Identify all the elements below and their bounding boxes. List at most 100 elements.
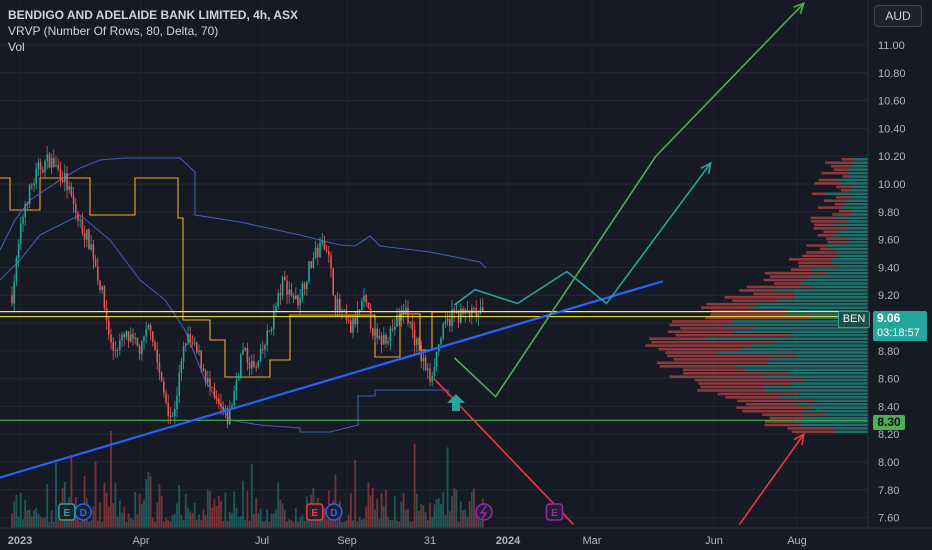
profile-bar-sell bbox=[840, 189, 851, 192]
volume-bar bbox=[151, 517, 154, 528]
volume-bar bbox=[473, 488, 475, 528]
profile-bar-sell bbox=[810, 216, 835, 220]
volume-bar bbox=[420, 504, 423, 528]
profile-bar-sell bbox=[717, 392, 800, 396]
volume-bar bbox=[433, 504, 436, 528]
candle-body bbox=[101, 286, 103, 290]
profile-bar-sell bbox=[764, 420, 794, 423]
profile-bar-sell bbox=[737, 399, 817, 403]
profile-bar-sell bbox=[732, 299, 779, 303]
volume-bar bbox=[182, 520, 185, 528]
profile-bar-buy bbox=[834, 216, 868, 220]
profile-bar-buy bbox=[732, 330, 868, 334]
profile-bar-buy bbox=[842, 206, 868, 209]
profile-bar-buy bbox=[789, 371, 868, 375]
volume-bar bbox=[341, 521, 343, 528]
volume-bar bbox=[444, 515, 447, 528]
volume-bar bbox=[72, 514, 75, 528]
indicator-label[interactable]: VRVP (Number Of Rows, 80, Delta, 70) bbox=[8, 24, 219, 38]
profile-bar-sell bbox=[701, 306, 751, 309]
profile-bar-buy bbox=[806, 278, 868, 282]
candle-body bbox=[380, 335, 383, 345]
profile-bar-sell bbox=[736, 406, 813, 409]
candle-body bbox=[244, 347, 246, 351]
profile-bar-buy bbox=[848, 227, 868, 230]
volume-bar bbox=[468, 501, 471, 528]
profile-bar-buy bbox=[763, 385, 868, 389]
profile-bar-buy bbox=[763, 375, 868, 378]
price-tick-label: 10.60 bbox=[878, 96, 906, 108]
profile-bar-sell bbox=[825, 161, 853, 165]
volume-bar bbox=[101, 521, 104, 528]
profile-bar-sell bbox=[667, 354, 797, 358]
volume-bar bbox=[264, 520, 266, 528]
profile-bar-buy bbox=[849, 168, 868, 171]
price-tick-label: 8.80 bbox=[878, 346, 899, 358]
candle-body bbox=[466, 309, 469, 313]
candle-body bbox=[242, 350, 244, 355]
profile-bar-sell bbox=[770, 275, 812, 278]
candle-body bbox=[200, 350, 202, 369]
profile-bar-sell bbox=[806, 251, 839, 254]
candle-body bbox=[156, 349, 158, 363]
candle-body bbox=[83, 233, 86, 240]
candle-body bbox=[460, 308, 462, 323]
volume-bar bbox=[211, 507, 214, 528]
volume-bar bbox=[19, 493, 22, 528]
candle-body bbox=[475, 308, 477, 318]
profile-bar-sell bbox=[832, 213, 852, 216]
volume-bar bbox=[217, 496, 220, 528]
profile-bar-buy bbox=[740, 347, 868, 351]
candle-body bbox=[444, 321, 447, 324]
earnings-marker bbox=[545, 503, 564, 521]
profile-bar-buy bbox=[811, 268, 868, 271]
volume-bar bbox=[200, 520, 203, 528]
dividend-marker bbox=[325, 503, 343, 521]
profile-bar-buy bbox=[845, 199, 868, 202]
candle-body bbox=[39, 162, 42, 171]
candle-body bbox=[42, 170, 44, 173]
volume-bar bbox=[272, 513, 275, 528]
profile-bar-buy bbox=[805, 378, 868, 382]
candle-body bbox=[169, 415, 172, 417]
profile-bar-sell bbox=[673, 358, 770, 361]
candle-body bbox=[110, 334, 112, 343]
candle-body bbox=[160, 372, 163, 382]
candle-body bbox=[391, 328, 394, 330]
candle-body bbox=[339, 298, 341, 311]
volume-bar bbox=[215, 505, 218, 528]
profile-bar-sell bbox=[739, 289, 775, 292]
candle-body bbox=[369, 307, 372, 329]
candle-body bbox=[321, 240, 323, 243]
profile-bar-buy bbox=[831, 258, 868, 261]
volume-bar bbox=[464, 509, 467, 528]
volume-bar bbox=[224, 492, 227, 528]
profile-bar-buy bbox=[839, 230, 868, 234]
volume-bar bbox=[396, 520, 398, 528]
candle-body bbox=[11, 295, 13, 304]
candle-body bbox=[482, 307, 484, 312]
volume-bar bbox=[46, 483, 49, 528]
profile-bar-buy bbox=[800, 282, 868, 285]
volume-bar bbox=[367, 482, 370, 528]
volume-bar bbox=[466, 516, 469, 528]
candle-body bbox=[37, 162, 40, 169]
candle-body bbox=[119, 340, 121, 351]
profile-bar-buy bbox=[833, 427, 868, 430]
volume-bar bbox=[415, 494, 418, 528]
candle-body bbox=[270, 328, 273, 331]
chart-legend: BENDIGO AND ADELAIDE BANK LIMITED, 4h, A… bbox=[8, 7, 298, 55]
candle-body bbox=[286, 280, 288, 295]
candle-body bbox=[209, 378, 211, 388]
profile-bar-sell bbox=[811, 192, 827, 196]
price-tick-label: 8.40 bbox=[878, 401, 899, 413]
volume-label[interactable]: Vol bbox=[8, 40, 25, 54]
symbol-title[interactable]: BENDIGO AND ADELAIDE BANK LIMITED, 4h, A… bbox=[8, 8, 299, 22]
currency-button[interactable]: AUD bbox=[874, 5, 922, 27]
volume-bar bbox=[112, 502, 115, 528]
volume-bar bbox=[363, 518, 365, 528]
candle-body bbox=[290, 289, 293, 297]
volume-bar bbox=[222, 520, 225, 528]
profile-bar-buy bbox=[838, 264, 868, 268]
